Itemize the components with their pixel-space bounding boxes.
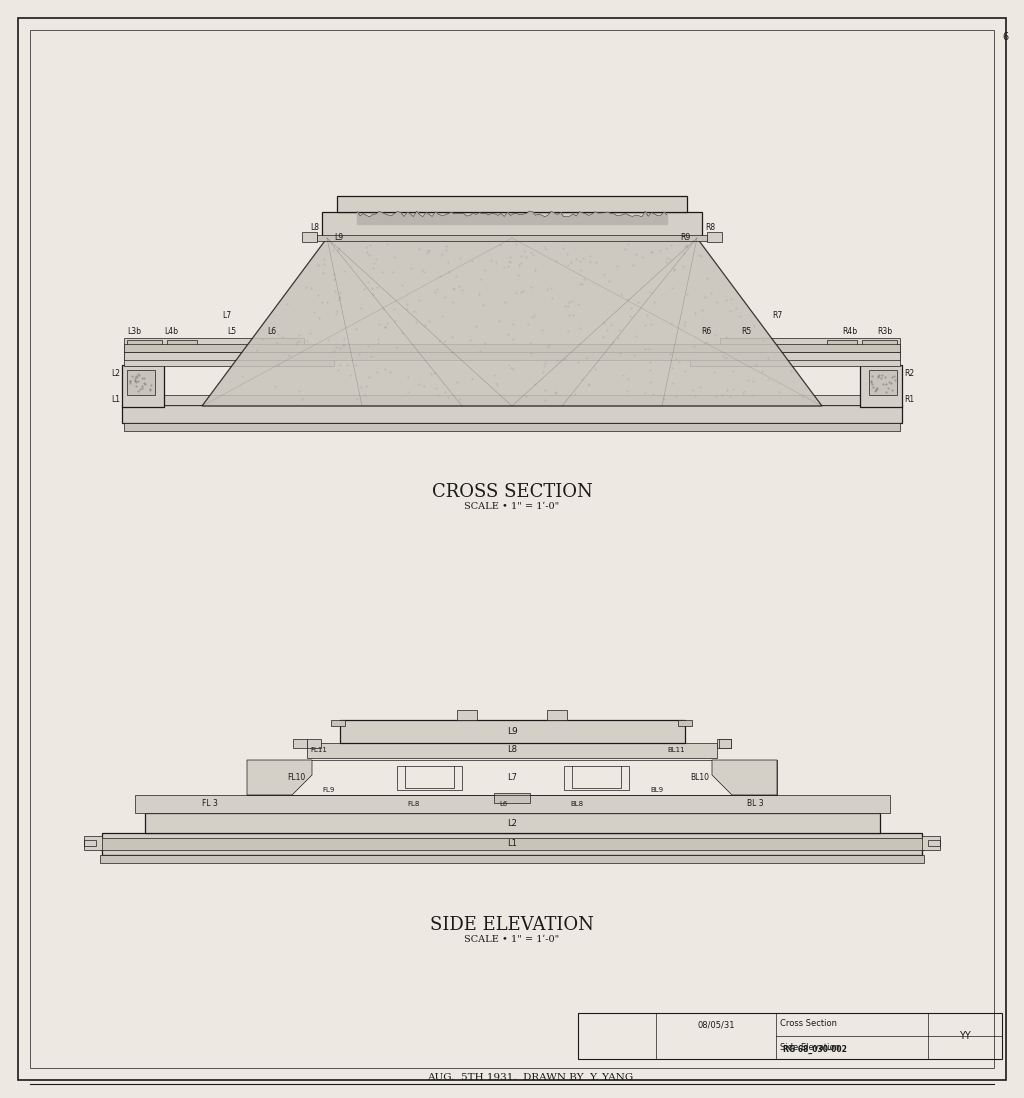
Text: R8: R8 bbox=[705, 223, 715, 232]
Bar bbox=[124, 338, 304, 352]
Bar bbox=[578, 1013, 1002, 1058]
Bar bbox=[145, 813, 880, 833]
Bar bbox=[124, 352, 900, 360]
Polygon shape bbox=[202, 238, 822, 406]
Bar bbox=[127, 370, 155, 395]
Bar bbox=[827, 340, 857, 350]
Text: BL 3: BL 3 bbox=[746, 799, 764, 808]
Bar bbox=[717, 739, 731, 748]
Bar bbox=[135, 795, 890, 813]
Bar bbox=[707, 232, 722, 242]
Text: 6: 6 bbox=[1001, 32, 1008, 42]
Text: L8: L8 bbox=[507, 746, 517, 754]
Text: Cross Section: Cross Section bbox=[780, 1019, 837, 1028]
Bar bbox=[862, 340, 897, 350]
Text: R3b: R3b bbox=[877, 327, 892, 336]
Bar bbox=[167, 340, 197, 350]
Bar bbox=[307, 739, 321, 748]
Text: L1: L1 bbox=[111, 395, 120, 404]
Bar bbox=[100, 855, 924, 863]
Text: BL11: BL11 bbox=[667, 747, 685, 753]
Bar bbox=[293, 739, 307, 748]
Bar bbox=[928, 840, 940, 845]
Text: L5: L5 bbox=[227, 327, 237, 336]
Text: SCALE • 1" = 1ʹ-0": SCALE • 1" = 1ʹ-0" bbox=[464, 935, 560, 944]
Text: L8: L8 bbox=[310, 223, 319, 232]
Text: BL8: BL8 bbox=[570, 802, 583, 807]
Bar bbox=[247, 760, 777, 795]
Bar bbox=[307, 743, 717, 758]
Bar bbox=[547, 710, 567, 720]
Bar bbox=[494, 793, 530, 803]
Bar bbox=[678, 720, 692, 726]
Text: L2: L2 bbox=[507, 818, 517, 828]
Text: AUG.  5TH 1931.  DRAWN BY  Y. YANG: AUG. 5TH 1931. DRAWN BY Y. YANG bbox=[427, 1073, 633, 1082]
Text: FL9: FL9 bbox=[322, 787, 335, 793]
Bar bbox=[84, 840, 96, 845]
Text: CROSS SECTION: CROSS SECTION bbox=[432, 483, 592, 501]
Text: L7: L7 bbox=[507, 773, 517, 783]
Bar bbox=[124, 352, 334, 366]
Text: R7: R7 bbox=[772, 311, 782, 320]
Text: FL8: FL8 bbox=[407, 802, 420, 807]
Bar bbox=[124, 423, 900, 432]
Bar bbox=[124, 344, 900, 352]
Bar bbox=[127, 395, 897, 405]
Text: R6: R6 bbox=[701, 327, 712, 336]
Text: SIDE ELEVATION: SIDE ELEVATION bbox=[430, 916, 594, 934]
Bar bbox=[860, 365, 902, 407]
Text: L4b: L4b bbox=[164, 327, 178, 336]
Bar bbox=[340, 720, 685, 743]
Text: Side Elevation: Side Elevation bbox=[780, 1042, 840, 1052]
Bar bbox=[122, 405, 902, 423]
Text: RG 68_030-002: RG 68_030-002 bbox=[783, 1044, 847, 1054]
Bar bbox=[317, 235, 707, 240]
Text: L7: L7 bbox=[222, 311, 231, 320]
Bar bbox=[922, 836, 940, 850]
Bar bbox=[690, 352, 900, 366]
Bar bbox=[122, 365, 164, 407]
Bar bbox=[331, 720, 345, 726]
Polygon shape bbox=[712, 760, 777, 795]
Bar bbox=[100, 838, 924, 850]
Text: FL10: FL10 bbox=[287, 773, 305, 783]
Bar bbox=[127, 340, 162, 350]
Text: R9: R9 bbox=[680, 233, 690, 242]
Bar bbox=[720, 338, 900, 352]
Text: L3b: L3b bbox=[127, 327, 141, 336]
Text: BL9: BL9 bbox=[650, 787, 664, 793]
Text: L2: L2 bbox=[111, 369, 120, 378]
Bar bbox=[302, 232, 317, 242]
Text: L6: L6 bbox=[500, 802, 508, 807]
Text: FL11: FL11 bbox=[310, 747, 327, 753]
Bar bbox=[457, 710, 477, 720]
Text: R2: R2 bbox=[904, 369, 914, 378]
Text: SCALE • 1" = 1ʹ-0": SCALE • 1" = 1ʹ-0" bbox=[464, 502, 560, 511]
Bar bbox=[337, 197, 687, 212]
Bar bbox=[397, 766, 462, 789]
Bar bbox=[719, 739, 731, 748]
Text: BL10: BL10 bbox=[690, 773, 709, 783]
Text: YY: YY bbox=[959, 1031, 971, 1041]
Bar bbox=[564, 766, 629, 789]
Text: R5: R5 bbox=[741, 327, 752, 336]
Text: R4b: R4b bbox=[842, 327, 857, 336]
Bar bbox=[102, 833, 922, 855]
Text: L9: L9 bbox=[334, 233, 343, 242]
Text: R1: R1 bbox=[904, 395, 914, 404]
Bar bbox=[869, 370, 897, 395]
Text: L6: L6 bbox=[267, 327, 276, 336]
Text: 08/05/31: 08/05/31 bbox=[697, 1020, 735, 1030]
Text: L1: L1 bbox=[507, 840, 517, 849]
Bar bbox=[322, 212, 702, 238]
Text: L9: L9 bbox=[507, 727, 517, 736]
Polygon shape bbox=[247, 760, 312, 795]
Text: FL 3: FL 3 bbox=[202, 799, 218, 808]
Bar bbox=[84, 836, 102, 850]
